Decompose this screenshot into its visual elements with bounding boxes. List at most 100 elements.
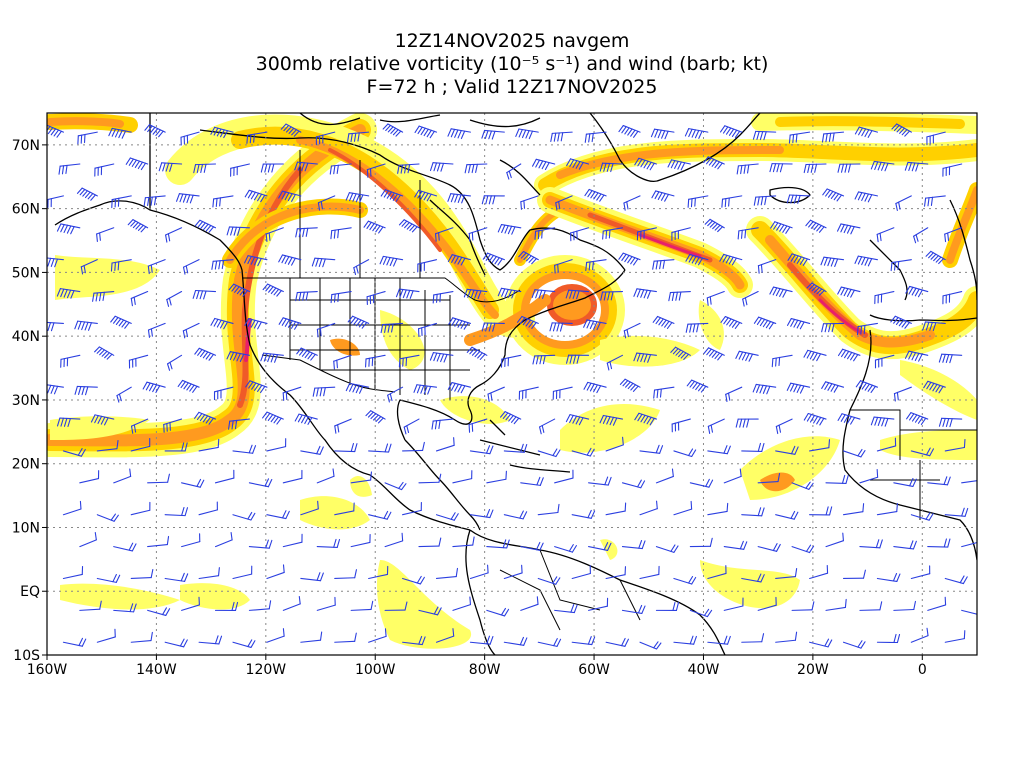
wind-barb xyxy=(588,476,612,486)
wind-barb xyxy=(418,322,438,337)
wind-barb xyxy=(47,257,64,268)
wind-barb xyxy=(468,227,488,242)
wind-barb xyxy=(316,596,336,611)
wind-barb xyxy=(791,544,815,554)
wind-barb xyxy=(300,445,324,455)
wind-barb xyxy=(926,131,946,146)
wind-barb xyxy=(113,603,137,613)
wind-barb xyxy=(723,597,744,611)
wind-barb xyxy=(906,412,929,425)
wind-barb xyxy=(486,470,507,484)
wind-barb xyxy=(452,536,475,548)
wind-barb xyxy=(825,532,844,548)
wind-barb xyxy=(79,470,100,484)
wind-barb xyxy=(384,532,404,548)
wind-barb xyxy=(311,257,336,268)
wind-barb xyxy=(737,227,759,240)
wind-barb xyxy=(876,503,898,516)
wind-barb xyxy=(757,472,781,484)
wind-barb xyxy=(707,635,731,645)
wind-barb xyxy=(79,600,102,611)
wind-barb xyxy=(605,436,624,452)
wind-barb xyxy=(503,510,528,520)
wind-barb xyxy=(74,320,98,331)
wind-barb xyxy=(689,478,714,488)
wind-barb xyxy=(874,354,895,369)
wind-barb xyxy=(893,600,916,611)
wind-barb xyxy=(280,123,302,137)
wind-barb xyxy=(787,253,811,266)
wind-barb xyxy=(62,448,86,457)
plot-frame xyxy=(46,112,978,656)
wind-barb xyxy=(142,381,166,394)
wind-barb xyxy=(583,319,607,331)
wind-barb xyxy=(282,533,303,548)
wind-barb xyxy=(565,414,590,426)
wind-barb xyxy=(414,125,438,139)
wind-barb xyxy=(181,533,201,548)
wind-barb xyxy=(435,628,455,643)
wind-barb xyxy=(165,227,183,243)
wind-barb xyxy=(418,473,442,484)
wind-barb xyxy=(653,386,675,399)
wind-barb xyxy=(775,445,799,455)
wind-barb xyxy=(753,195,777,206)
wind-barb xyxy=(685,253,709,266)
wind-barb xyxy=(633,352,657,363)
x-tick-label: 160W xyxy=(27,662,68,678)
wind-barb xyxy=(181,596,200,611)
wind-barb xyxy=(266,510,290,520)
wind-barb xyxy=(56,417,81,428)
wind-barb xyxy=(566,158,590,170)
wind-barb xyxy=(62,637,87,647)
wind-barb xyxy=(211,259,234,270)
wind-barb xyxy=(910,627,929,643)
wind-barb xyxy=(300,631,323,643)
wind-barb xyxy=(534,227,556,240)
wind-barb xyxy=(166,290,183,307)
wind-barb xyxy=(317,195,336,211)
wind-barb xyxy=(673,575,697,585)
wind-barb xyxy=(260,163,284,173)
wind-barb xyxy=(194,219,217,233)
wind-barb xyxy=(245,380,268,394)
x-axis-ticks: 160W 140W 120W 100W 80W 60W 40W 20W 0 xyxy=(27,655,927,678)
wind-barb xyxy=(605,637,629,647)
wind-barb xyxy=(368,510,392,520)
wind-barbs xyxy=(47,123,977,650)
wind-barb xyxy=(890,315,912,329)
coast-south-america xyxy=(465,529,726,655)
wind-barb xyxy=(938,417,963,428)
wind-barb xyxy=(248,478,273,488)
wind-barb xyxy=(703,156,725,170)
wind-barb xyxy=(876,633,901,644)
wind-barb xyxy=(735,418,759,428)
wind-barb xyxy=(686,379,709,393)
wind-barb xyxy=(62,500,82,516)
coast-greenland xyxy=(589,113,761,182)
wind-barb xyxy=(584,131,607,143)
wind-barb xyxy=(432,290,454,304)
y-tick-label: 60N xyxy=(12,202,40,218)
wind-barb xyxy=(870,160,895,172)
wind-barb xyxy=(623,322,641,339)
wind-barb xyxy=(380,322,404,334)
wind-barb xyxy=(246,131,268,144)
wind-barb xyxy=(164,638,188,648)
wind-barb xyxy=(775,631,798,643)
wind-barb xyxy=(876,227,895,243)
wind-barb xyxy=(350,533,371,548)
wind-barb xyxy=(232,444,257,454)
wind-barb xyxy=(805,219,827,233)
wind-barb xyxy=(723,468,742,484)
wind-barb xyxy=(639,565,660,580)
wind-barb xyxy=(182,322,200,339)
wind-barb xyxy=(296,347,318,361)
wind-barb xyxy=(300,572,324,582)
wind-barb xyxy=(94,346,115,360)
wind-barb xyxy=(47,124,64,138)
title-line-2: 300mb relative vorticity (10⁻⁵ s⁻¹) and … xyxy=(255,53,769,75)
wind-barb xyxy=(481,322,505,332)
wind-barb xyxy=(60,354,81,368)
wind-barb xyxy=(621,479,646,489)
